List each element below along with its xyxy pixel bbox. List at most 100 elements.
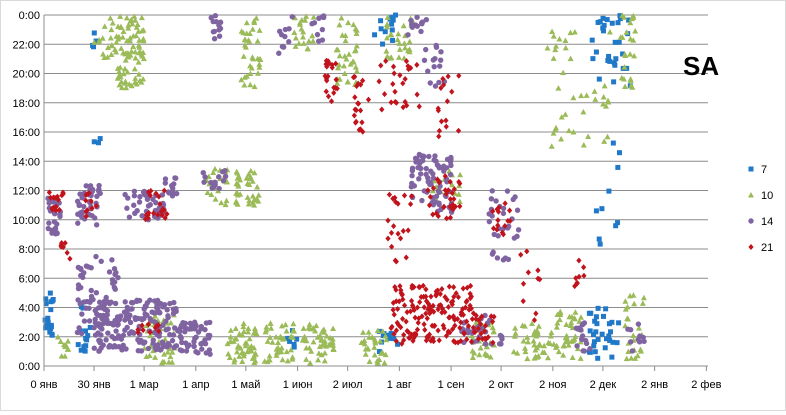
series-10-point xyxy=(560,69,567,76)
series-10-point xyxy=(531,355,538,361)
series-10-point xyxy=(632,28,639,34)
series-10-point xyxy=(562,44,569,51)
series-7-point xyxy=(82,348,88,354)
series-21-point xyxy=(392,88,398,95)
series-21-point xyxy=(391,223,397,230)
series-7-point xyxy=(97,136,103,142)
series-7-point xyxy=(591,332,597,338)
series-14-point xyxy=(145,345,152,352)
legend-marker-21 xyxy=(748,244,754,250)
series-7-point xyxy=(75,342,81,348)
series-14-point xyxy=(434,162,441,168)
series-10-point xyxy=(379,349,386,355)
series-21-point xyxy=(406,66,412,73)
series-21-point xyxy=(408,65,414,72)
series-7-point xyxy=(83,328,89,334)
series-10-point xyxy=(289,356,296,362)
series-14-point xyxy=(500,257,507,263)
series-10-point xyxy=(388,54,395,60)
y-tick-label: 18:00 xyxy=(12,98,40,110)
series-10-point xyxy=(99,35,106,41)
series-21-point xyxy=(439,305,446,312)
series-14-point xyxy=(171,299,177,306)
series-14-point xyxy=(505,223,512,230)
y-tick-label: 2:00 xyxy=(19,332,40,344)
series-14-point xyxy=(155,342,161,348)
series-10-point xyxy=(570,337,577,344)
series-21-point xyxy=(398,290,404,297)
series-10-point xyxy=(565,342,572,348)
series-21-point xyxy=(416,315,422,322)
series-10-point xyxy=(292,43,299,49)
series-10-point xyxy=(310,14,317,20)
series-10-point xyxy=(469,354,476,361)
series-10-point xyxy=(560,352,567,358)
series-7-point xyxy=(600,25,606,31)
series-10-point xyxy=(544,354,551,361)
series-14-point xyxy=(498,333,505,340)
series-7-point xyxy=(44,322,50,328)
series-21-point xyxy=(323,57,330,64)
series-21-point xyxy=(449,189,455,196)
series-7-point xyxy=(294,336,300,342)
series-10-point xyxy=(167,353,174,360)
series-21-point xyxy=(396,298,402,305)
series-10-point xyxy=(107,15,114,21)
series-10-point xyxy=(371,344,378,350)
series-21-point xyxy=(388,99,394,106)
series-14-point xyxy=(94,193,100,200)
series-10-point xyxy=(222,201,229,208)
series-21-point xyxy=(478,330,484,337)
series-14-point xyxy=(191,343,197,350)
series-7-point xyxy=(45,315,51,321)
series-21-point xyxy=(576,257,582,264)
series-14-point xyxy=(482,341,489,347)
series-14-point xyxy=(419,153,425,159)
series-10-point xyxy=(101,23,108,29)
series-10-point xyxy=(627,51,634,57)
x-tick-label: 30 янв xyxy=(77,379,110,391)
series-10-point xyxy=(273,333,280,340)
series-14-point xyxy=(494,255,501,261)
series-10-point xyxy=(556,316,563,323)
series-10-point xyxy=(490,328,497,334)
series-10-point xyxy=(290,327,297,333)
series-21-point xyxy=(409,285,415,292)
series-10-point xyxy=(563,321,570,327)
series-14-point xyxy=(113,328,119,334)
series-10-point xyxy=(251,83,258,90)
series-10-point xyxy=(264,338,271,344)
series-21-point xyxy=(430,211,436,218)
series-14-point xyxy=(141,315,147,322)
series-10-point xyxy=(336,61,343,68)
series-21-point xyxy=(425,306,431,313)
series-21-point xyxy=(395,200,401,207)
series-10-point xyxy=(251,359,258,366)
y-tick-label: 20:00 xyxy=(12,69,40,81)
series-7-point xyxy=(606,53,612,59)
series-14-point xyxy=(436,79,442,86)
series-14-point xyxy=(212,12,219,19)
series-21-point xyxy=(451,196,457,203)
series-10-point xyxy=(624,303,631,310)
series-10-point xyxy=(278,348,285,355)
series-10-point xyxy=(382,333,389,339)
series-10-point xyxy=(239,332,246,338)
series-10-point xyxy=(152,354,159,360)
series-14-point xyxy=(104,308,110,314)
series-14-point xyxy=(444,179,450,185)
series-7-point xyxy=(372,32,378,38)
series-10-point xyxy=(227,338,234,345)
series-14-point xyxy=(193,323,199,329)
series-10-point xyxy=(535,323,542,329)
series-10-point xyxy=(128,48,135,54)
series-10-point xyxy=(147,332,154,339)
series-21-point xyxy=(447,196,454,203)
series-10-point xyxy=(457,171,464,178)
series-21-point xyxy=(581,264,587,271)
series-14-point xyxy=(587,346,593,352)
series-10-point xyxy=(257,56,264,62)
series-21-point xyxy=(435,107,441,114)
series-10-point xyxy=(567,29,574,36)
series-14-point xyxy=(409,165,416,172)
